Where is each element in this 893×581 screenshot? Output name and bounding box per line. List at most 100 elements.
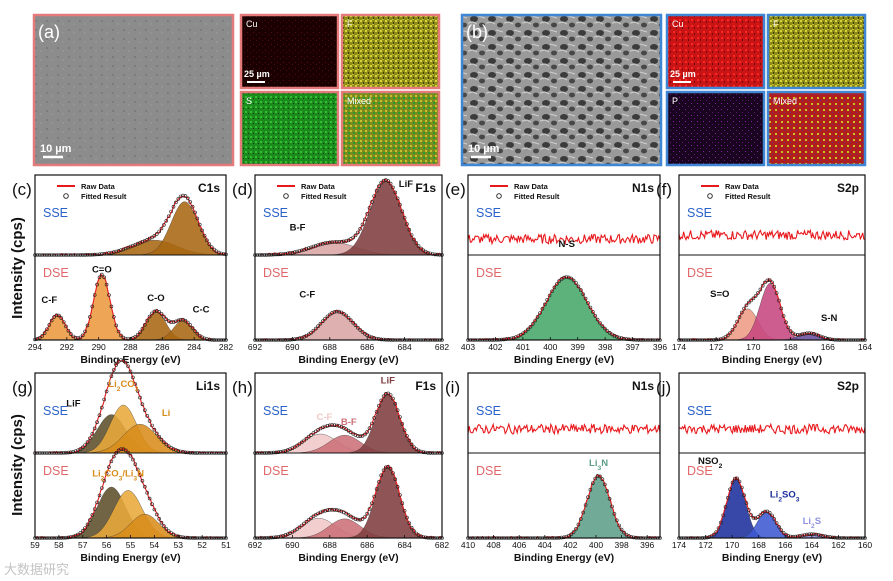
- fit-marker-c-bot: [42, 331, 47, 335]
- fit-marker-h-bot: [402, 508, 407, 513]
- raw-line-i-top: [467, 422, 661, 436]
- fit-marker-c-bot: [171, 320, 176, 324]
- fit-marker-f-bot: [765, 278, 770, 283]
- fit-marker-g-bot: [83, 526, 87, 530]
- fit-marker-d-top: [367, 206, 372, 210]
- fit-marker-f-bot: [723, 335, 728, 339]
- fit-marker-i-bot: [590, 481, 595, 486]
- fit-marker-f-bot: [821, 335, 825, 340]
- label-part: 2: [101, 475, 105, 482]
- fit-marker-j-bot: [767, 510, 772, 515]
- panel-label-g: (g): [12, 378, 33, 397]
- fit-marker-f-bot: [751, 296, 756, 301]
- fit-marker-e-bot: [511, 335, 516, 340]
- fit-marker-g-bot: [102, 478, 106, 483]
- series-name-e-top: SSE: [476, 206, 501, 220]
- fit-marker-j-bot: [758, 513, 763, 517]
- fit-marker-c-bot: [116, 329, 121, 334]
- fit-marker-j-bot: [781, 531, 786, 535]
- fit-marker-d-top: [405, 222, 409, 226]
- fit-marker-e-bot: [574, 281, 578, 285]
- fit-marker-g-top: [88, 436, 92, 441]
- peak-fill-g-top-2: [35, 424, 226, 454]
- fit-marker-d-top: [433, 252, 437, 257]
- fit-marker-c-top: [138, 240, 142, 245]
- fit-marker-e-bot: [545, 298, 550, 302]
- x-tick-label-g: 56: [102, 540, 112, 550]
- fit-marker-d-top: [330, 240, 334, 244]
- fit-marker-i-bot: [569, 532, 574, 537]
- label-part: C-F: [41, 295, 57, 306]
- fit-marker-g-bot: [90, 513, 95, 517]
- x-tick-label-j: 162: [831, 540, 845, 550]
- fit-marker-h-bot: [299, 523, 304, 528]
- fit-marker-g-bot: [123, 448, 128, 453]
- series-name-i-top: SSE: [476, 404, 501, 418]
- panel-label-c: (c): [12, 180, 32, 199]
- fit-marker-f-bot: [812, 332, 816, 336]
- series-name-i-bot: DSE: [476, 464, 502, 478]
- fit-marker-h-top: [358, 434, 363, 439]
- fit-marker-g-bot: [85, 522, 90, 527]
- fit-marker-j-bot: [800, 533, 805, 538]
- fit-marker-i-bot: [588, 487, 593, 492]
- fit-marker-c-top: [119, 248, 123, 252]
- x-tick-label-c: 292: [60, 342, 74, 352]
- fit-marker-h-top: [421, 450, 426, 455]
- label-part: N-S: [559, 239, 575, 250]
- peak-label-f-bot-2: S-N: [821, 313, 838, 324]
- fit-marker-h-bot: [377, 479, 381, 484]
- fit-marker-f-bot: [800, 332, 805, 337]
- x-tick-label-c: 286: [155, 342, 169, 352]
- fit-marker-g-top: [133, 382, 138, 386]
- fit-marker-f-bot: [802, 331, 807, 336]
- fit-marker-h-top: [311, 431, 316, 435]
- fit-marker-h-top: [306, 434, 311, 439]
- fit-marker-d-top: [358, 227, 363, 231]
- fit-marker-g-bot: [174, 533, 178, 538]
- fit-marker-g-bot: [76, 532, 80, 537]
- x-tick-label-j: 160: [858, 540, 872, 550]
- fit-marker-h-top: [274, 450, 278, 455]
- fit-marker-h-top: [356, 434, 360, 438]
- fit-marker-c-bot: [159, 312, 164, 316]
- x-axis-title-g: Binding Energy (eV): [80, 552, 180, 564]
- x-tick-label-i: 400: [589, 540, 603, 550]
- fit-marker-h-bot: [274, 535, 278, 540]
- fit-marker-e-bot: [564, 275, 569, 279]
- fit-marker-d-top: [365, 212, 370, 216]
- fit-marker-d-top: [407, 228, 412, 232]
- fit-marker-g-bot: [152, 507, 157, 512]
- x-tick-label-g: 55: [126, 540, 136, 550]
- fit-marker-c-bot: [64, 324, 68, 329]
- label-part: Li: [803, 516, 811, 527]
- fit-marker-i-bot: [562, 535, 566, 540]
- fit-marker-c-bot: [138, 330, 142, 335]
- fit-marker-g-bot: [131, 457, 135, 462]
- fit-marker-c-bot: [100, 272, 104, 277]
- fit-marker-d-bot: [344, 313, 349, 318]
- x-tick-label-h: 682: [435, 540, 449, 550]
- label-part: 3: [135, 386, 139, 393]
- fit-marker-e-bot: [550, 289, 554, 294]
- fit-marker-c-bot: [57, 313, 61, 318]
- x-tick-label-i: 408: [487, 540, 501, 550]
- fit-marker-g-bot: [157, 516, 161, 521]
- peak-label-h-top-2: LiF: [381, 376, 395, 387]
- fit-marker-c-top: [197, 222, 202, 227]
- fit-marker-d-top: [337, 240, 341, 244]
- fit-marker-d-top: [388, 181, 393, 186]
- fit-marker-d-bot: [320, 319, 325, 324]
- fit-marker-h-top: [325, 423, 330, 428]
- fit-marker-g-top: [176, 449, 181, 453]
- fit-marker-f-bot: [730, 327, 735, 332]
- x-tick-label-g: 54: [150, 540, 160, 550]
- fit-marker-c-bot: [162, 314, 166, 319]
- fit-marker-e-bot: [542, 302, 547, 307]
- fit-marker-g-top: [150, 423, 154, 428]
- label-part: CO: [104, 468, 118, 479]
- label-part: C-C: [193, 304, 210, 315]
- fit-marker-e-bot: [578, 288, 583, 292]
- label-part: 3: [796, 496, 800, 503]
- fit-marker-d-top: [398, 202, 402, 207]
